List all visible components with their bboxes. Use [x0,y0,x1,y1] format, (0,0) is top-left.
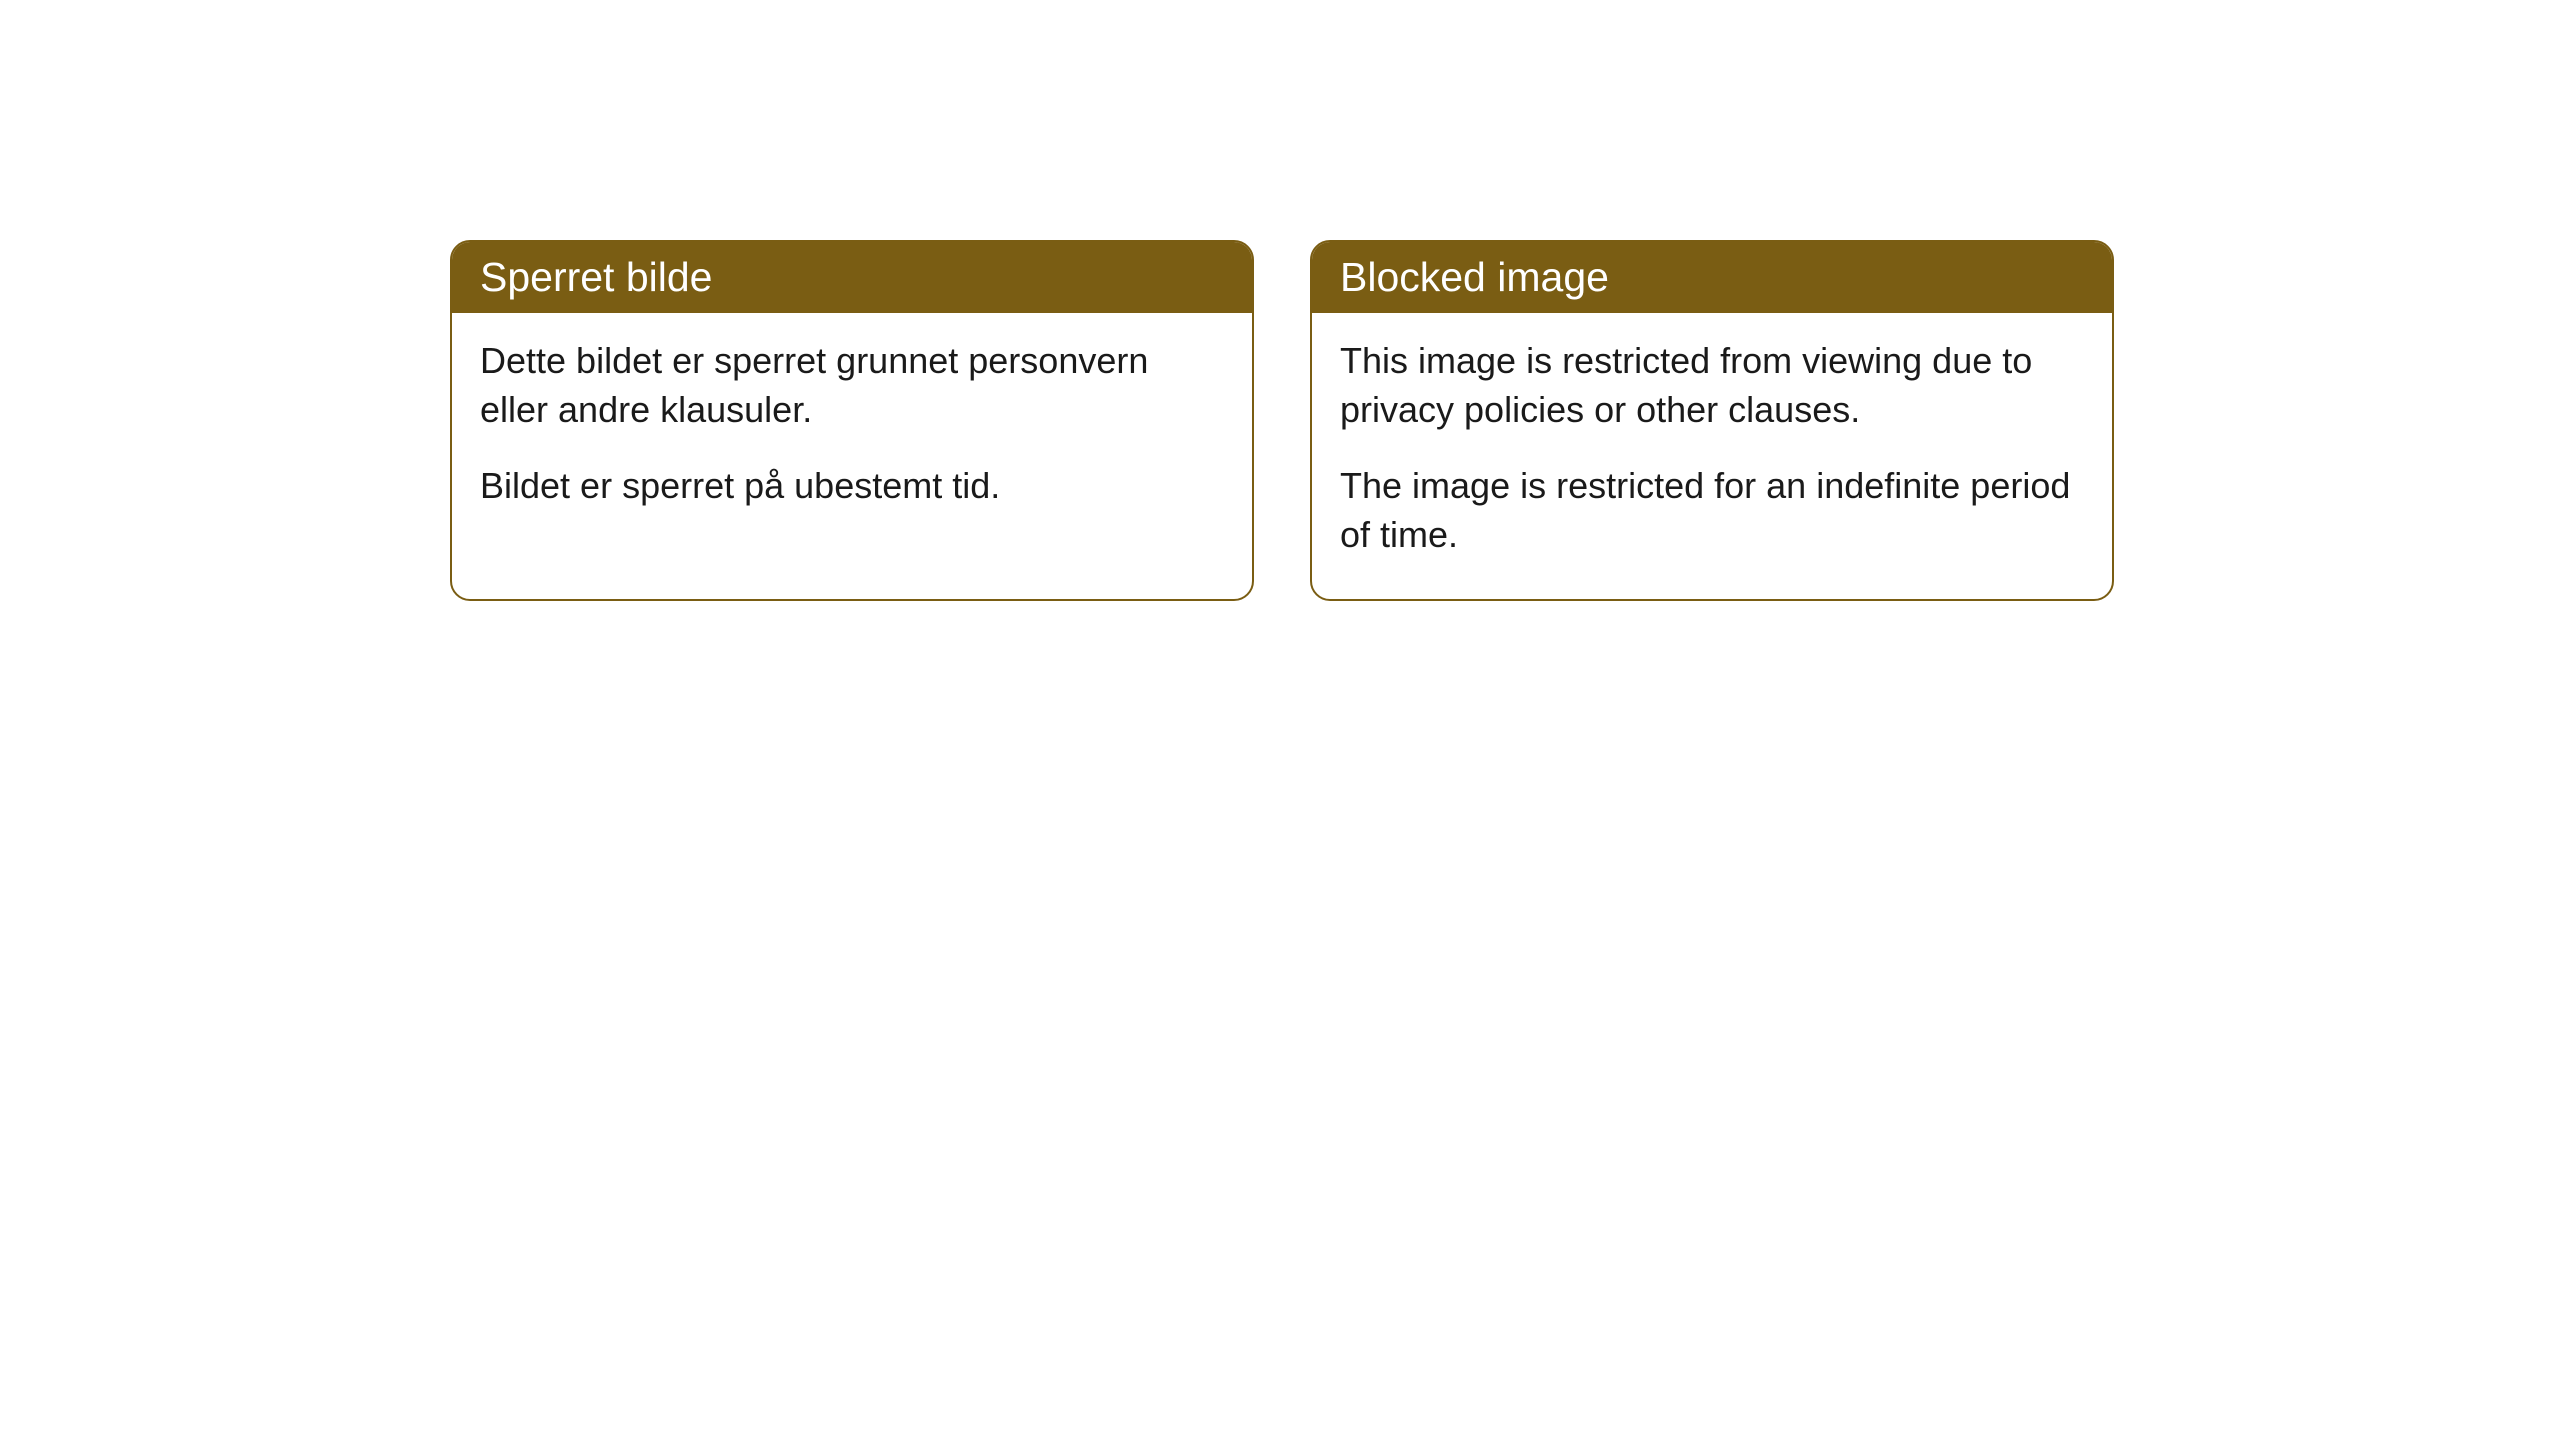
card-paragraph-norwegian-2: Bildet er sperret på ubestemt tid. [480,462,1224,511]
notice-cards-container: Sperret bilde Dette bildet er sperret gr… [450,240,2114,601]
card-title-english: Blocked image [1340,254,1609,300]
card-paragraph-english-2: The image is restricted for an indefinit… [1340,462,2084,559]
card-body-english: This image is restricted from viewing du… [1312,313,2112,599]
card-header-norwegian: Sperret bilde [452,242,1252,313]
card-body-norwegian: Dette bildet er sperret grunnet personve… [452,313,1252,551]
blocked-notice-card-norwegian: Sperret bilde Dette bildet er sperret gr… [450,240,1254,601]
card-title-norwegian: Sperret bilde [480,254,712,300]
card-header-english: Blocked image [1312,242,2112,313]
blocked-notice-card-english: Blocked image This image is restricted f… [1310,240,2114,601]
card-paragraph-norwegian-1: Dette bildet er sperret grunnet personve… [480,337,1224,434]
card-paragraph-english-1: This image is restricted from viewing du… [1340,337,2084,434]
